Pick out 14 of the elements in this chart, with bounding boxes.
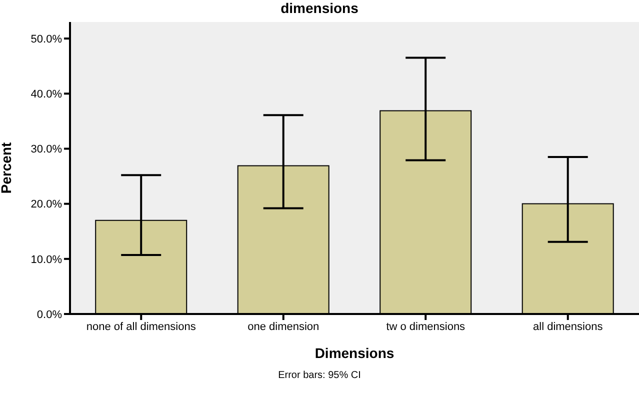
y-tick-label: 20.0%	[30, 198, 62, 211]
chart-title: dimensions	[280, 0, 360, 16]
y-tick-label: 10.0%	[30, 254, 62, 266]
y-tick-label: 50.0%	[30, 33, 62, 46]
y-tick-label: 40.0%	[30, 88, 62, 101]
y-tick-label: 0.0%	[36, 308, 62, 321]
text: Error bars: 95% CI	[277, 370, 362, 381]
x-tick-label: tw o dimensions	[386, 320, 466, 333]
x-axis-title: Dimensions	[314, 345, 394, 361]
y-tick-label: 30.0%	[30, 144, 62, 156]
x-tick-label: none of all dimensions	[86, 320, 196, 333]
x-tick-label: all dimensions	[533, 320, 604, 333]
y-axis-title: Percent	[0, 142, 14, 194]
x-tick-label: one dimension	[248, 320, 320, 333]
